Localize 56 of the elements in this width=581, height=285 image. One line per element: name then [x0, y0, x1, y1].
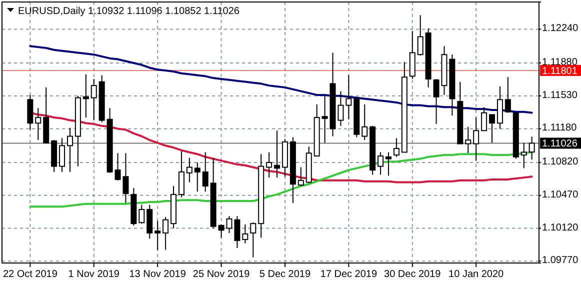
candlestick [242, 224, 248, 244]
candlestick [520, 142, 527, 169]
candlestick [90, 78, 97, 121]
candlestick [202, 152, 208, 192]
x-tick-label: 10 Jan 2020 [448, 269, 504, 280]
candlestick [194, 162, 200, 192]
candlestick [528, 136, 535, 160]
candlestick [186, 157, 192, 183]
candlestick [489, 114, 496, 144]
y-tick-label: 1.10820 [542, 156, 579, 168]
candlestick [409, 30, 416, 80]
candlestick [66, 127, 73, 172]
candlestick [154, 220, 161, 250]
candlestick [274, 130, 280, 178]
y-tick-label: 1.12240 [542, 23, 579, 34]
candlestick [473, 116, 480, 162]
candlestick [138, 204, 145, 224]
chart-title: EURUSD,Daily 1.10932 1.11096 1.10852 1.11026 [18, 6, 240, 17]
candlestick [481, 106, 488, 132]
candlestick [82, 74, 89, 118]
y-tick-label: 1.11530 [542, 90, 578, 101]
candlestick [298, 166, 304, 187]
ref-line-label: 1.11026 [542, 138, 578, 150]
candlestick [496, 86, 503, 130]
x-tick-label: 25 Nov 2019 [192, 269, 250, 280]
y-tick-label: 1.10120 [542, 222, 579, 234]
x-tick-label: 30 Dec 2019 [384, 269, 442, 280]
y-tick-label: 1.10470 [542, 189, 579, 200]
candlestick [504, 76, 511, 114]
candlestick [393, 138, 400, 158]
candlestick [234, 216, 240, 248]
candlestick [385, 152, 392, 176]
candlestick [59, 138, 66, 172]
x-tick-label: 5 Dec 2019 [259, 269, 311, 280]
x-tick-label: 17 Dec 2019 [320, 269, 378, 280]
candlestick [35, 108, 42, 141]
y-tick-label: 1.09770 [542, 255, 579, 266]
line-series [29, 45, 533, 114]
y-tick-label: 1.11180 [542, 122, 578, 134]
x-tick-label: 22 Oct 2019 [2, 269, 58, 280]
candlestick [346, 74, 352, 120]
candlestick [250, 222, 256, 258]
ref-line-label: 1.11801 [542, 66, 578, 77]
candlestick [362, 104, 368, 141]
candlestick [417, 14, 424, 56]
candlestick [378, 152, 384, 176]
candlestick [178, 150, 184, 198]
candlestick [162, 216, 169, 250]
candlestick [146, 204, 153, 240]
candlestick [465, 126, 472, 154]
candlestick [266, 152, 272, 178]
candlestick [27, 94, 34, 130]
y-tick-label: 1.11880 [542, 57, 578, 68]
x-tick-label: 1 Nov 2019 [68, 269, 120, 280]
x-tick-label: 13 Nov 2019 [129, 269, 186, 280]
candlestick [322, 95, 328, 144]
